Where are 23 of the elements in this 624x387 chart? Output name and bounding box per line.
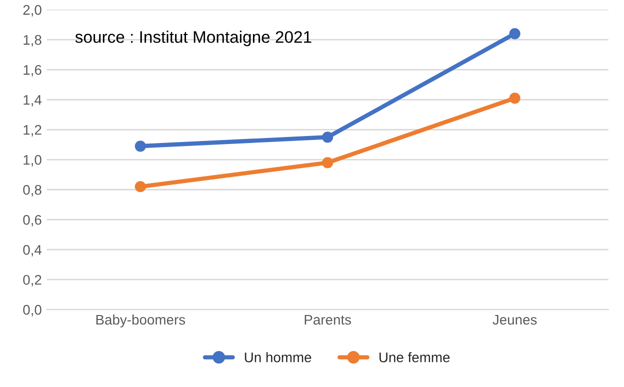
point (134, 140, 146, 152)
x-tick-label: Jeunes (492, 314, 537, 325)
point (509, 92, 520, 104)
y-tick-label: 1,0 (24, 154, 42, 166)
x-tick-label: Parents (304, 314, 352, 325)
y-tick-label: 0,6 (23, 214, 42, 226)
point (134, 181, 146, 192)
annotation: source : Institut Montaigne 2021 (75, 30, 312, 46)
y-tick-label: 2,0 (23, 5, 42, 16)
point (322, 132, 334, 143)
y-tick-label: 1,2 (24, 124, 42, 136)
x-tick-label: Baby-boomers (96, 314, 186, 328)
y-tick-label: 1,4 (24, 95, 42, 106)
y-tick-label: 1,8 (24, 35, 42, 46)
y-tick-label: 0,8 (23, 184, 42, 196)
point (322, 157, 334, 168)
point (509, 28, 520, 40)
legend-label: Une femme (380, 352, 450, 362)
y-tick-label: 1,6 (24, 64, 42, 76)
y-tick-label: 0,4 (23, 244, 42, 256)
y-tick-label: 0,0 (23, 304, 42, 316)
legend-label: Un homme (244, 352, 312, 362)
y-tick-label: 0,2 (23, 274, 42, 286)
